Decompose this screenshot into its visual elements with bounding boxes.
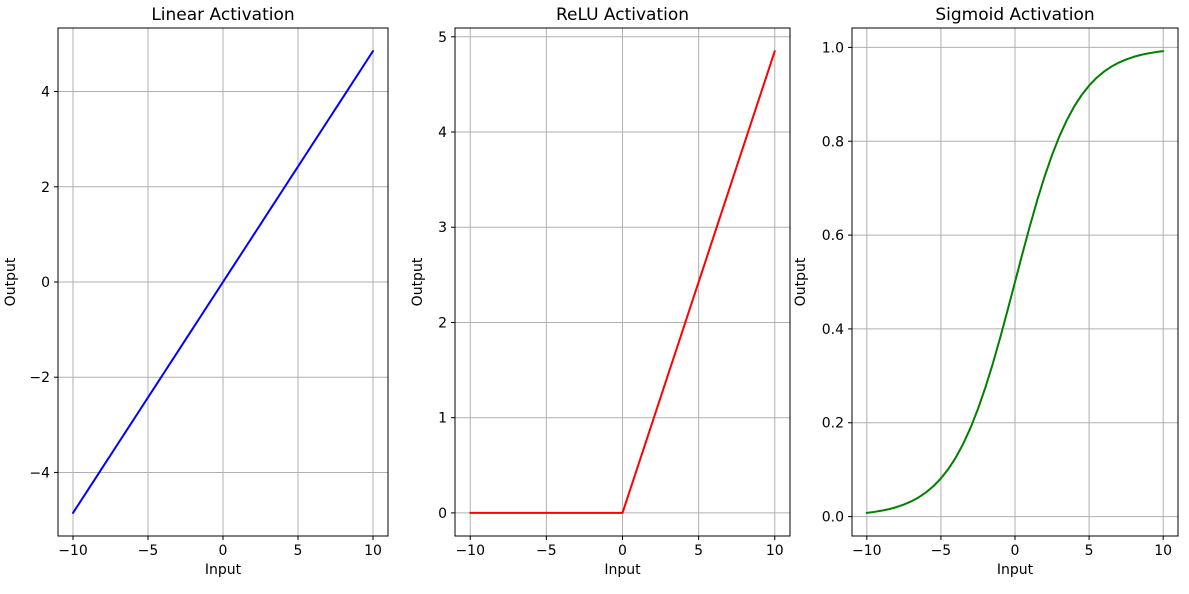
chart-title: Linear Activation xyxy=(151,5,294,25)
y-tick-label: −2 xyxy=(29,370,50,386)
subplot-linear-activation: −10 −5 0 5 10 −4 −2 0 2 4 Linear Activation Input Ou… xyxy=(0,0,397,590)
x-tick-label: 0 xyxy=(219,543,228,559)
linear-activation-chart: −10 −5 0 5 10 −4 −2 0 2 4 Linear Activation Input Ou… xyxy=(3,5,389,578)
x-axis-label: Input xyxy=(604,562,641,578)
chart-title: ReLU Activation xyxy=(556,5,689,25)
subplot-relu-activation: −10 −5 0 5 10 0 1 2 3 4 5 ReLU Activation Input Outpu… xyxy=(397,0,793,590)
y-tick-label: 0.8 xyxy=(822,134,844,150)
y-tick-label: 0 xyxy=(41,275,50,291)
y-tick-label: −4 xyxy=(29,465,50,481)
x-tick-label: 5 xyxy=(1085,543,1094,559)
data-line xyxy=(469,50,776,514)
sigmoid-activation-chart: −10 −5 0 5 10 0.0 0.2 0.4 0.6 0.8 1.0 Sigmoid Activ… xyxy=(793,5,1179,578)
data-line xyxy=(865,50,1165,514)
x-tick-label: 10 xyxy=(766,543,784,559)
x-tick-label: 10 xyxy=(1154,543,1172,559)
y-tick-label: 0 xyxy=(438,506,447,522)
x-tick-label: −5 xyxy=(931,543,952,559)
y-axis-label: Output xyxy=(3,257,19,306)
y-tick-label: 1 xyxy=(438,411,447,427)
y-axis-label: Output xyxy=(410,257,426,306)
y-tick-label: 2 xyxy=(438,315,447,331)
x-tick-label: 5 xyxy=(694,543,703,559)
x-tick-label: −10 xyxy=(58,543,88,559)
x-tick-label: −10 xyxy=(455,543,485,559)
x-tick-label: 10 xyxy=(364,543,382,559)
subplot-sigmoid-activation: −10 −5 0 5 10 0.0 0.2 0.4 0.6 0.8 1.0 Sigmoid Activ… xyxy=(793,0,1189,590)
y-tick-label: 0.2 xyxy=(822,416,844,432)
y-tick-label: 4 xyxy=(41,85,50,101)
x-tick-label: −10 xyxy=(852,543,882,559)
x-tick-label: 5 xyxy=(294,543,303,559)
y-tick-label: 2 xyxy=(41,180,50,196)
x-tick-label: 0 xyxy=(618,543,627,559)
data-line xyxy=(72,50,374,514)
y-axis-label: Output xyxy=(793,257,809,306)
x-tick-label: −5 xyxy=(536,543,557,559)
chart-title: Sigmoid Activation xyxy=(935,5,1094,25)
x-axis-label: Input xyxy=(997,562,1034,578)
y-tick-label: 4 xyxy=(438,125,447,141)
x-axis-label: Input xyxy=(205,562,242,578)
y-tick-label: 1.0 xyxy=(822,40,844,56)
y-tick-label: 0.0 xyxy=(822,510,844,526)
y-tick-label: 0.6 xyxy=(822,228,844,244)
y-tick-label: 0.4 xyxy=(822,322,844,338)
y-tick-label: 5 xyxy=(438,30,447,46)
y-tick-label: 3 xyxy=(438,220,447,236)
relu-activation-chart: −10 −5 0 5 10 0 1 2 3 4 5 ReLU Activation Input Outpu… xyxy=(410,5,791,578)
x-tick-label: 0 xyxy=(1011,543,1020,559)
x-tick-label: −5 xyxy=(138,543,159,559)
